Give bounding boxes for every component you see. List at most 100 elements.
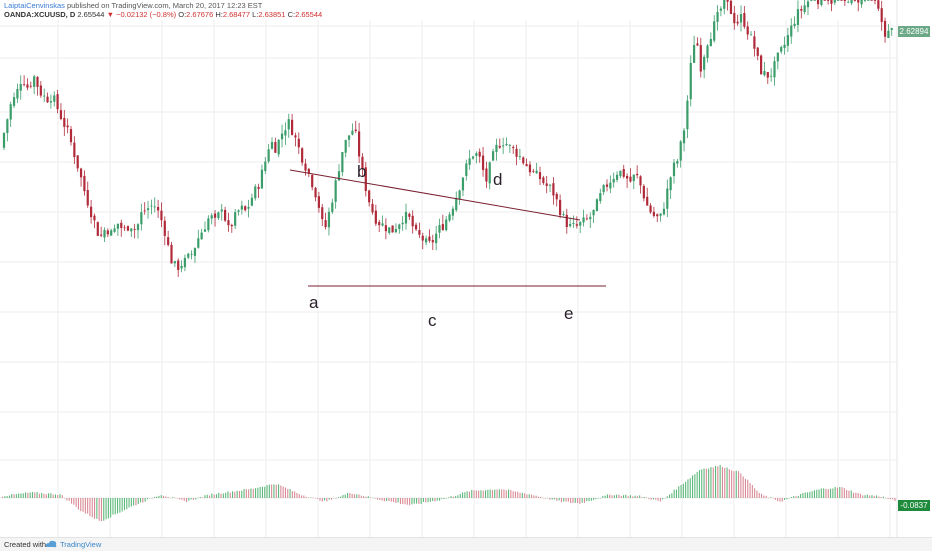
oscillator-histogram <box>0 464 897 522</box>
oscillator-bar <box>724 467 726 498</box>
candle-body <box>713 21 716 41</box>
oscillator-bar <box>846 490 848 498</box>
price-chart[interactable]: a b c d e <box>0 0 932 537</box>
candle-body <box>130 228 133 232</box>
oscillator-bar <box>282 486 284 498</box>
oscillator-bar <box>455 495 457 498</box>
candle-body <box>425 238 428 243</box>
candle-body <box>786 35 789 46</box>
candle-body <box>26 84 29 88</box>
oscillator-bar <box>183 498 185 501</box>
oscillator-bar <box>25 492 27 498</box>
oscillator-bar <box>112 498 114 515</box>
candle-body <box>190 254 193 255</box>
candle-body <box>709 38 712 47</box>
oscillator-bar <box>620 495 622 498</box>
close-value: 2.65544 <box>295 10 323 19</box>
candle-body <box>736 21 739 24</box>
candle-body <box>485 168 488 182</box>
candle-body <box>73 142 76 158</box>
candle-body <box>505 143 508 146</box>
candle-body <box>656 214 659 217</box>
candle-body <box>428 236 431 241</box>
footer-bar: Created with TradingView <box>0 537 932 551</box>
oscillator-bar <box>436 498 438 501</box>
oscillator-bar <box>257 487 259 498</box>
candle-body <box>106 230 109 235</box>
oscillator-bar <box>20 493 22 498</box>
oscillator-bar <box>749 483 751 498</box>
candle-body <box>572 223 575 224</box>
oscillator-bar <box>324 498 326 501</box>
candle-body <box>622 169 625 177</box>
triangle-upper-trendline[interactable] <box>289 169 581 221</box>
oscillator-bar <box>142 498 144 503</box>
oscillator-bar <box>107 498 109 519</box>
candle-body <box>6 119 9 134</box>
candle-body <box>763 70 766 76</box>
candle-body <box>358 131 361 157</box>
candle-body <box>813 0 816 1</box>
candle-body <box>686 100 689 130</box>
oscillator-bar <box>475 490 477 498</box>
oscillator-bar <box>278 484 280 498</box>
oscillator-bar <box>590 498 592 501</box>
candle-body <box>9 104 12 120</box>
oscillator-bar <box>98 498 100 521</box>
oscillator-bar <box>61 495 63 498</box>
candle-body <box>441 224 444 230</box>
candle-body <box>518 156 521 157</box>
candle-body <box>431 240 434 243</box>
author-link[interactable]: LaiptaiCenvinskas <box>4 1 65 10</box>
oscillator-bar <box>344 494 346 498</box>
candle-body <box>79 168 83 178</box>
candle-body <box>602 184 605 193</box>
oscillator-bar <box>328 498 330 500</box>
oscillator-bar <box>889 498 891 500</box>
oscillator-bar <box>650 498 652 500</box>
oscillator-bar <box>825 488 827 498</box>
oscillator-bar <box>496 489 498 498</box>
oscillator-bar <box>876 495 878 498</box>
oscillator-bar <box>774 498 776 500</box>
candle-body <box>579 222 582 226</box>
oscillator-bar <box>174 497 176 499</box>
chart-publish-info: LaiptaiCenvinskas published on TradingVi… <box>4 1 262 10</box>
oscillator-bar <box>708 468 710 498</box>
oscillator-bar <box>586 498 588 502</box>
candle-body <box>384 225 387 232</box>
oscillator-bar <box>163 495 165 498</box>
oscillator-bar <box>413 498 415 504</box>
candle-body <box>883 20 887 37</box>
oscillator-bar <box>848 490 850 498</box>
oscillator-bar <box>813 490 815 498</box>
oscillator-bar <box>659 498 661 502</box>
oscillator-bar <box>597 498 599 499</box>
oscillator-bar <box>471 489 473 498</box>
oscillator-bar <box>452 496 454 498</box>
brand-link[interactable]: TradingView <box>60 540 102 549</box>
oscillator-bar <box>547 497 549 499</box>
candle-body <box>183 257 186 268</box>
oscillator-bar <box>50 493 52 498</box>
oscillator-bar <box>284 487 286 498</box>
candle-body <box>703 56 706 70</box>
oscillator-bar <box>181 498 183 500</box>
candle-body <box>800 9 803 11</box>
oscillator-bar <box>606 494 608 498</box>
oscillator-bar <box>715 465 717 498</box>
oscillator-bar <box>13 494 15 498</box>
oscillator-bar <box>751 485 753 498</box>
candle-body <box>619 170 622 177</box>
oscillator-bar <box>892 498 894 500</box>
candle-body <box>76 155 79 169</box>
oscillator-bar <box>303 495 305 498</box>
candle-body <box>776 52 779 62</box>
candle-body <box>404 211 408 224</box>
candle-body <box>83 175 86 192</box>
ohlc-legend: OANDA:XCUUSD, D 2.65544 ▼ −0.02132 (−0.8… <box>4 10 322 19</box>
oscillator-bar <box>733 471 735 498</box>
candle-body <box>217 212 220 219</box>
candle-body <box>863 0 867 1</box>
oscillator-bar <box>489 489 491 498</box>
